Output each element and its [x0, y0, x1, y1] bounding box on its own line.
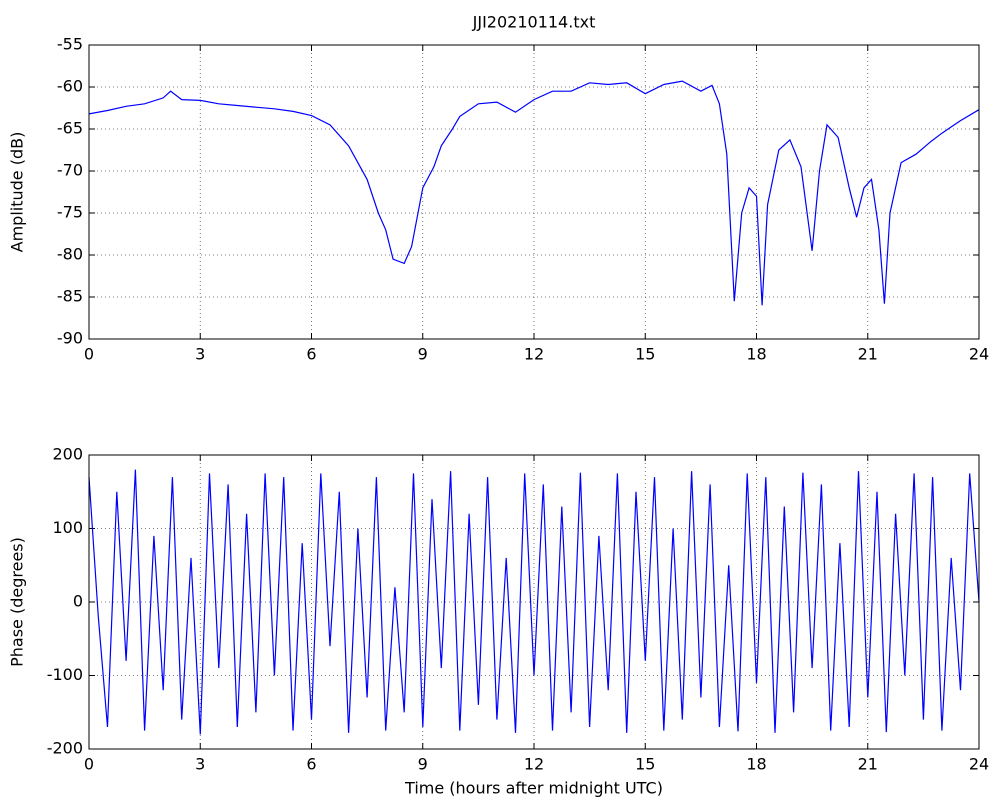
x-tick-label: 3: [195, 755, 205, 774]
y-tick-label: 200: [52, 445, 83, 464]
axes-box: [88, 454, 980, 750]
x-tick-label: 6: [306, 345, 316, 364]
x-tick-label: 12: [524, 755, 544, 774]
y-tick-label: -90: [57, 329, 83, 348]
x-tick-label: 24: [969, 755, 989, 774]
y-tick-label: -80: [57, 245, 83, 264]
x-tick-label: 3: [195, 345, 205, 364]
y-tick-label: -70: [57, 161, 83, 180]
y-tick-label: 0: [73, 592, 83, 611]
x-tick-label: 12: [524, 345, 544, 364]
x-tick-label: 21: [858, 755, 878, 774]
y-tick-label: -65: [57, 119, 83, 138]
x-tick-label: 18: [746, 755, 766, 774]
x-tick-label: 0: [84, 345, 94, 364]
x-tick-label: 0: [84, 755, 94, 774]
y-tick-label: 100: [52, 518, 83, 537]
y-tick-label: -55: [57, 35, 83, 54]
x-tick-label: 24: [969, 345, 989, 364]
x-tick-label: 21: [858, 345, 878, 364]
y-axis-label: Amplitude (dB): [8, 132, 27, 253]
x-axis-label: Time (hours after midnight UTC): [404, 779, 663, 798]
data-line: [88, 80, 980, 306]
data-line: [88, 469, 980, 735]
chart-title: JJI20210114.txt: [472, 13, 596, 32]
x-tick-label: 6: [306, 755, 316, 774]
x-tick-label: 9: [418, 345, 428, 364]
y-tick-label: -100: [47, 665, 83, 684]
axes-box: [88, 44, 980, 340]
y-tick-label: -200: [47, 739, 83, 758]
x-tick-label: 15: [635, 755, 655, 774]
y-tick-label: -85: [57, 287, 83, 306]
x-tick-label: 18: [746, 345, 766, 364]
y-tick-label: -75: [57, 203, 83, 222]
x-tick-label: 15: [635, 345, 655, 364]
y-tick-label: -60: [57, 77, 83, 96]
x-tick-label: 9: [418, 755, 428, 774]
y-axis-label: Phase (degrees): [8, 537, 27, 667]
